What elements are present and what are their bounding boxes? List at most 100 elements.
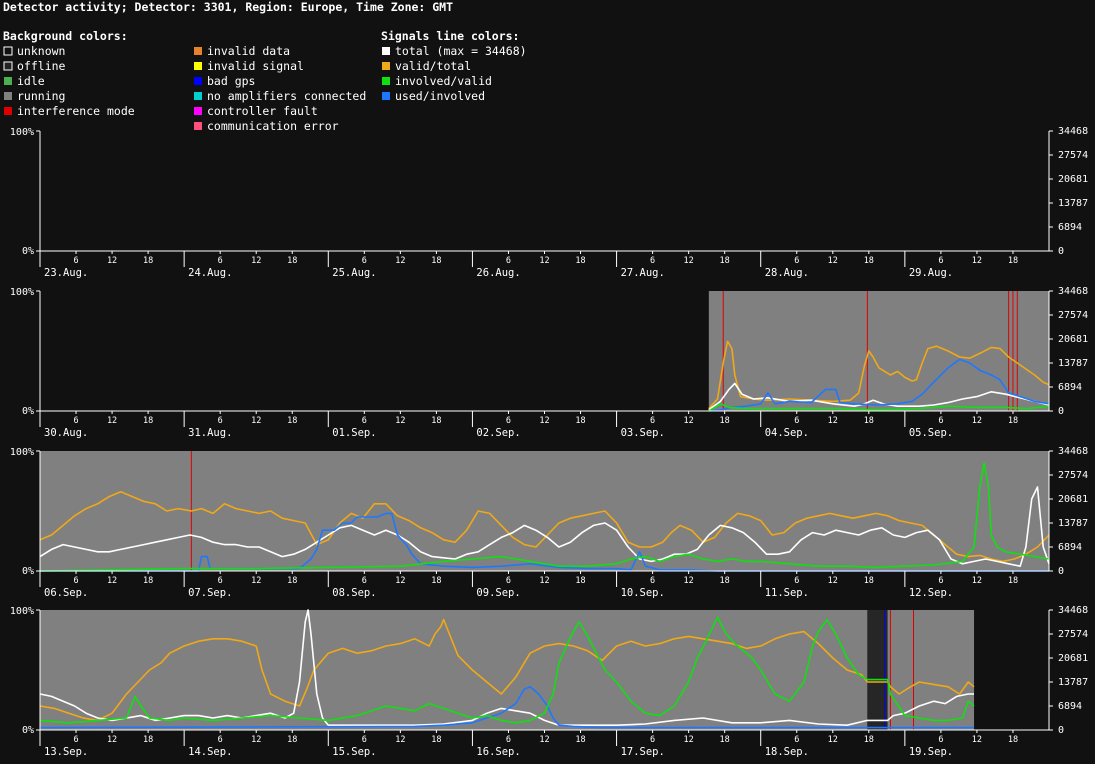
- hour-tick-label: 6: [506, 256, 511, 266]
- legend-label: communication error: [207, 119, 339, 133]
- legend-background-heading: Background colors:: [3, 29, 128, 43]
- series-valid-line: [39, 490, 1050, 563]
- day-label: 29.Aug.: [909, 267, 953, 279]
- hour-tick-label: 12: [395, 576, 405, 586]
- hour-tick-label: 6: [506, 416, 511, 426]
- legend-swatch: [382, 47, 390, 55]
- hour-tick-label: 18: [143, 735, 153, 745]
- hour-tick-label: 6: [938, 735, 943, 745]
- hour-tick-label: 12: [684, 256, 694, 266]
- day-label: 08.Sep.: [332, 587, 376, 599]
- legend-label: total (max = 34468): [395, 44, 527, 58]
- hour-tick-label: 6: [794, 256, 799, 266]
- legend-label: bad gps: [207, 74, 255, 88]
- legend-swatch: [194, 122, 202, 130]
- right-tick-label: 20681: [1058, 334, 1088, 345]
- day-label: 13.Sep.: [44, 746, 88, 758]
- legend-label: unknown: [17, 44, 65, 58]
- hour-tick-label: 6: [506, 735, 511, 745]
- hour-tick-label: 18: [575, 576, 585, 586]
- left-tick-label: 100%: [10, 447, 34, 458]
- hour-tick-label: 18: [143, 256, 153, 266]
- hour-tick-label: 12: [251, 416, 261, 426]
- day-label: 09.Sep.: [476, 587, 520, 599]
- hour-tick-label: 6: [362, 576, 367, 586]
- hour-tick-label: 12: [684, 735, 694, 745]
- legend-label: involved/valid: [395, 74, 492, 88]
- hour-tick-label: 18: [575, 735, 585, 745]
- hour-tick-label: 12: [828, 416, 838, 426]
- day-label: 05.Sep.: [909, 427, 953, 439]
- hour-tick-label: 6: [362, 256, 367, 266]
- day-label: 04.Sep.: [765, 427, 809, 439]
- day-label: 10.Sep.: [621, 587, 665, 599]
- right-tick-label: 34468: [1058, 286, 1088, 297]
- hour-tick-label: 18: [575, 256, 585, 266]
- legend: Background colors: Signals line colors: …: [3, 29, 527, 133]
- background-running-band: [40, 610, 868, 730]
- hour-tick-label: 12: [828, 576, 838, 586]
- hour-tick-label: 12: [395, 256, 405, 266]
- legend-label: invalid data: [207, 44, 290, 58]
- hour-tick-label: 18: [575, 416, 585, 426]
- legend-label: idle: [17, 74, 45, 88]
- left-tick-label: 100%: [10, 287, 34, 298]
- hour-tick-label: 12: [107, 576, 117, 586]
- right-tick-label: 27574: [1058, 150, 1088, 161]
- hour-tick-label: 12: [539, 256, 549, 266]
- chart-title: Detector activity; Detector: 3301, Regio…: [3, 0, 453, 14]
- hour-tick-label: 18: [720, 735, 730, 745]
- day-label: 26.Aug.: [476, 267, 520, 279]
- legend-swatch: [4, 77, 12, 85]
- legend-label: used/involved: [395, 89, 485, 103]
- right-tick-label: 6894: [1058, 382, 1082, 393]
- legend-swatch: [194, 47, 202, 55]
- right-tick-label: 34468: [1058, 605, 1088, 616]
- day-label: 28.Aug.: [765, 267, 809, 279]
- right-tick-label: 6894: [1058, 542, 1082, 553]
- right-tick-label: 27574: [1058, 470, 1088, 481]
- day-label: 14.Sep.: [188, 746, 232, 758]
- hour-tick-label: 18: [1008, 735, 1018, 745]
- legend-signals-heading: Signals line colors:: [381, 29, 519, 43]
- background-running-band: [887, 610, 975, 730]
- legend-swatch: [382, 92, 390, 100]
- hour-tick-label: 18: [864, 735, 874, 745]
- hour-tick-label: 18: [864, 416, 874, 426]
- legend-label: valid/total: [395, 59, 471, 73]
- legend-label: offline: [17, 59, 66, 73]
- hour-tick-label: 6: [650, 256, 655, 266]
- legend-swatch: [194, 92, 202, 100]
- hour-tick-label: 6: [73, 735, 78, 745]
- legend-label: no amplifiers connected: [207, 89, 366, 103]
- hour-tick-label: 18: [431, 576, 441, 586]
- hour-tick-label: 6: [362, 735, 367, 745]
- right-tick-label: 13787: [1058, 358, 1088, 369]
- day-label: 02.Sep.: [476, 427, 520, 439]
- hour-tick-label: 18: [864, 256, 874, 266]
- legend-swatch: [194, 62, 202, 70]
- legend-swatch: [194, 77, 202, 85]
- legend-swatch: [3, 61, 13, 71]
- hour-tick-label: 12: [684, 416, 694, 426]
- right-tick-label: 0: [1058, 246, 1064, 257]
- hour-tick-label: 6: [73, 256, 78, 266]
- day-label: 06.Sep.: [44, 587, 88, 599]
- hour-tick-label: 12: [972, 416, 982, 426]
- hour-tick-label: 18: [431, 735, 441, 745]
- day-label: 15.Sep.: [332, 746, 376, 758]
- series-involved-line: [39, 616, 975, 724]
- hour-tick-label: 12: [828, 735, 838, 745]
- right-tick-label: 34468: [1058, 126, 1088, 137]
- hour-tick-label: 18: [143, 576, 153, 586]
- legend-swatch: [194, 107, 202, 115]
- legend-label: controller fault: [207, 104, 318, 118]
- hour-tick-label: 12: [828, 256, 838, 266]
- day-label: 27.Aug.: [621, 267, 665, 279]
- hour-tick-label: 6: [938, 576, 943, 586]
- hour-tick-label: 12: [107, 256, 117, 266]
- hour-tick-label: 6: [794, 576, 799, 586]
